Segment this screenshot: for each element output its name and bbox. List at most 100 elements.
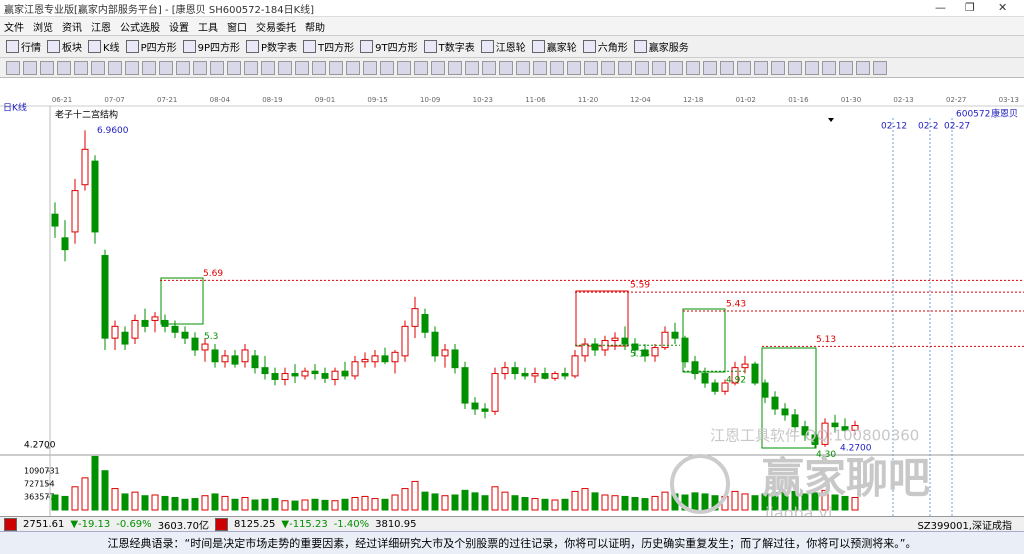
toolbar-button[interactable]: 赢家服务 [633, 39, 689, 54]
tool-icon[interactable] [210, 60, 224, 75]
tool-icon[interactable] [482, 60, 496, 75]
tool-icon[interactable] [703, 60, 717, 75]
menu-item[interactable]: 帮助 [305, 22, 325, 34]
tool-icon[interactable] [363, 60, 377, 75]
tool-icon[interactable] [431, 60, 445, 75]
tool-icon[interactable] [737, 60, 751, 75]
toolbar-button[interactable]: P数字表 [246, 39, 297, 54]
volume-tick-label: 363577 [24, 493, 55, 502]
tool-icon[interactable] [6, 60, 20, 75]
minimize[interactable]: — [935, 1, 946, 14]
tool-icon[interactable] [278, 60, 292, 75]
tool-icon[interactable] [295, 60, 309, 75]
menu-item[interactable]: 工具 [198, 22, 218, 34]
tool-icon[interactable] [448, 60, 462, 75]
tool-icon[interactable] [669, 60, 683, 75]
tool-icon[interactable] [91, 60, 105, 75]
tool-icon[interactable] [618, 60, 632, 75]
tool-icon[interactable] [414, 60, 428, 75]
tool-icon[interactable] [533, 60, 547, 75]
menu-item[interactable]: 窗口 [227, 22, 247, 34]
toolbar-button[interactable]: P四方形 [125, 39, 177, 54]
tool-icon[interactable] [873, 60, 887, 75]
tool-icon[interactable] [312, 60, 326, 75]
menu-item[interactable]: 江恩 [91, 22, 111, 34]
tool-icon[interactable] [74, 60, 88, 75]
tool-icon[interactable] [516, 60, 530, 75]
volume-bar [131, 491, 139, 511]
tool-icon[interactable] [108, 60, 122, 75]
menu-item[interactable]: 设置 [169, 22, 189, 34]
tool-icon[interactable] [499, 60, 513, 75]
tool-icon[interactable] [720, 60, 734, 75]
dropdown-arrow[interactable] [828, 118, 834, 122]
tool-icon[interactable] [601, 60, 615, 75]
menu-item[interactable]: 资讯 [62, 22, 82, 34]
tool-icon[interactable] [397, 60, 411, 75]
toolbar-button[interactable]: 9P四方形 [182, 39, 240, 54]
candle-body [801, 426, 809, 436]
toolbar-button[interactable]: 六角形 [582, 39, 628, 54]
tool-icon[interactable] [380, 60, 394, 75]
candle-body [541, 373, 549, 379]
tool-icon[interactable] [261, 60, 275, 75]
tool-icon[interactable] [346, 60, 360, 75]
toolbar-button[interactable]: T数字表 [423, 39, 475, 54]
candle-body [701, 373, 709, 384]
tool-icon[interactable] [771, 60, 785, 75]
tool-icon[interactable] [57, 60, 71, 75]
menu-item[interactable]: 交易委托 [256, 22, 296, 34]
toolbar-button[interactable]: 赢家轮 [531, 39, 577, 54]
menu-item[interactable]: 文件 [4, 22, 24, 34]
tool-icon[interactable] [23, 60, 37, 75]
tool-icon[interactable] [822, 60, 836, 75]
toolbar-button[interactable]: 江恩轮 [480, 39, 526, 54]
tool-icon[interactable] [40, 60, 54, 75]
close[interactable]: ✕ [998, 1, 1008, 14]
date-label: 12-18 [683, 96, 703, 104]
candle-body [711, 382, 719, 392]
icon [480, 40, 494, 53]
tool-icon[interactable] [805, 60, 819, 75]
tool-icon[interactable] [125, 60, 139, 75]
toolbar-button[interactable]: 板块 [47, 39, 82, 54]
volume-bar [801, 493, 809, 511]
watermark-logo [670, 454, 730, 514]
tool-icon[interactable] [176, 60, 190, 75]
tool-icon[interactable] [788, 60, 802, 75]
volume-bar [391, 494, 399, 511]
volume-bar [361, 495, 369, 511]
button-label: T四方形 [318, 43, 355, 54]
tool-icon[interactable] [856, 60, 870, 75]
menu-item[interactable]: 浏览 [33, 22, 53, 34]
icon [88, 40, 101, 53]
tool-icon[interactable] [839, 60, 853, 75]
volume-bar [61, 495, 69, 511]
tool-icon[interactable] [550, 60, 564, 75]
toolbar-button[interactable]: K线 [88, 39, 120, 54]
tool-icon[interactable] [567, 60, 581, 75]
menu-item[interactable]: 公式选股 [120, 22, 160, 34]
tool-icon[interactable] [329, 60, 343, 75]
volume-bar [591, 492, 599, 511]
tool-icon[interactable] [584, 60, 598, 75]
toolbar-button[interactable]: 行情 [6, 39, 41, 54]
tool-icon[interactable] [465, 60, 479, 75]
tool-icon[interactable] [754, 60, 768, 75]
tool-icon[interactable] [686, 60, 700, 75]
tool-icon[interactable] [193, 60, 207, 75]
candle-body [391, 351, 399, 363]
tool-icon[interactable] [244, 60, 258, 75]
toolbar-button[interactable]: 9T四方形 [360, 39, 418, 54]
tool-icon[interactable] [159, 60, 173, 75]
tool-icon[interactable] [635, 60, 649, 75]
tool-icon[interactable] [227, 60, 241, 75]
toolbar-button[interactable]: T四方形 [303, 39, 354, 54]
maximize[interactable]: ❐ [965, 1, 975, 14]
volume-bar [791, 490, 799, 511]
tool-icon[interactable] [142, 60, 156, 75]
volume-bar [561, 498, 569, 511]
index-code[interactable]: SZ399001,深证成指 [917, 520, 1012, 532]
icon [4, 517, 17, 531]
tool-icon[interactable] [652, 60, 666, 75]
